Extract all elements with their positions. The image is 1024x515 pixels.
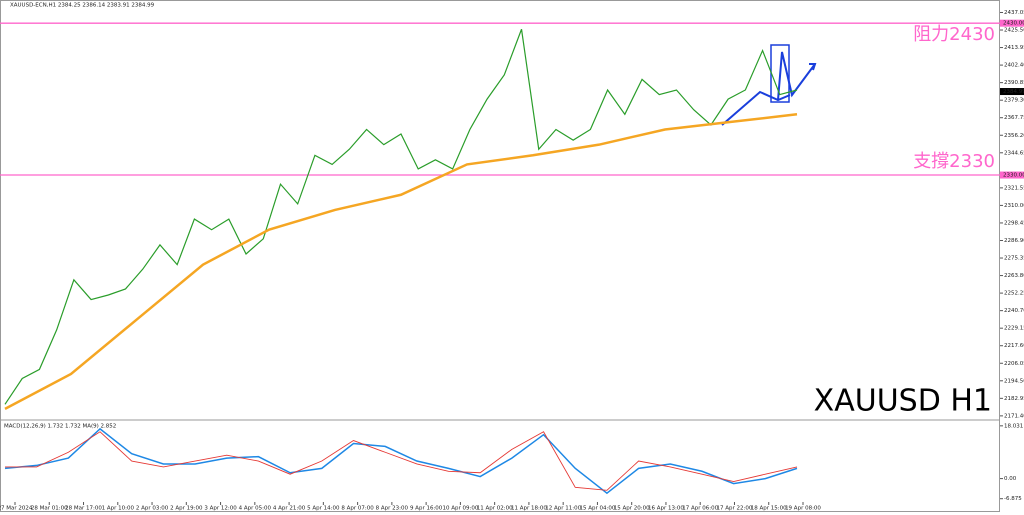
x-tick-label: 4 Apr 21:00 xyxy=(273,506,306,512)
macd-label: MACD(12,26,9) 1.732 1.732 MA(9) 2.852 xyxy=(4,424,116,430)
y-tick-label: 2229.15 xyxy=(1004,326,1024,332)
y-tick-label: 2356.20 xyxy=(1004,133,1024,139)
y-tick-label: 2263.80 xyxy=(1004,273,1024,279)
resistance-label: 阻力2430 xyxy=(913,24,995,45)
y-tick-label: 2286.90 xyxy=(1004,238,1024,244)
y-tick-label: 2240.70 xyxy=(1004,308,1024,314)
x-tick-label: 8 Apr 23:00 xyxy=(376,506,409,512)
price-tag xyxy=(1000,88,1024,96)
y-tick-label: 2252.25 xyxy=(1004,291,1024,297)
x-tick-label: 19 Apr 08:00 xyxy=(785,506,821,512)
x-tick-label: 4 Apr 05:00 xyxy=(239,506,272,512)
macd-line xyxy=(5,431,798,491)
x-tick-label: 28 Mar 01:00 xyxy=(31,506,68,512)
x-tick-label: 12 Apr 11:00 xyxy=(545,506,581,512)
y-tick-label: 2217.60 xyxy=(1004,343,1024,349)
price-line xyxy=(4,29,798,405)
x-tick-label: 2 Apr 03:00 xyxy=(136,506,169,512)
x-tick-label: 2 Apr 19:00 xyxy=(170,506,203,512)
y-tick-label: -6.875 xyxy=(1004,496,1022,502)
x-tick-label: 18 Apr 15:00 xyxy=(751,506,787,512)
frame xyxy=(0,0,1000,512)
support-label: 支撐2330 xyxy=(913,151,995,172)
level-tag xyxy=(1000,19,1024,27)
x-tick-label: 10 Apr 09:00 xyxy=(442,506,478,512)
y-tick-label: 2206.05 xyxy=(1004,361,1024,367)
level-tag-label: 2430.00 xyxy=(1003,21,1024,27)
x-tick-label: 17 Apr 22:00 xyxy=(717,506,753,512)
symbol-label: XAUUSD H1 xyxy=(814,384,992,419)
x-tick-label: 11 Apr 02:00 xyxy=(477,506,513,512)
y-tick-label: 2275.35 xyxy=(1004,256,1024,262)
x-tick-label: 8 Apr 07:00 xyxy=(341,506,374,512)
x-tick-label: 28 Mar 17:00 xyxy=(65,506,102,512)
x-tick-label: 15 Apr 04:00 xyxy=(579,506,615,512)
y-tick-label: 2344.65 xyxy=(1004,150,1024,156)
x-tick-label: 16 Apr 13:00 xyxy=(648,506,684,512)
y-tick-label: 18.031 xyxy=(1004,423,1023,429)
x-tick-label: 11 Apr 18:00 xyxy=(511,506,547,512)
y-tick-label: 2425.50 xyxy=(1004,28,1024,34)
y-tick-label: 0.00 xyxy=(1004,476,1017,482)
y-tick-label: 2171.40 xyxy=(1004,413,1024,419)
x-tick-label: 5 Apr 14:00 xyxy=(307,506,340,512)
y-tick-label: 2321.55 xyxy=(1004,185,1024,191)
level-tag-label: 2330.00 xyxy=(1003,173,1024,179)
macd-line xyxy=(4,427,798,495)
moving-average xyxy=(4,113,798,410)
level-tag xyxy=(1000,171,1024,179)
y-tick-label: 2413.95 xyxy=(1004,45,1024,51)
header: XAUUSD-ECN,H1 2384.25 2386.14 2383.91 23… xyxy=(10,3,155,9)
x-tick-label: 27 Mar 2024 xyxy=(0,506,33,512)
y-tick-label: 2437.05 xyxy=(1004,10,1024,16)
price-tag-label: 2384.99 xyxy=(1003,89,1024,95)
y-tick-label: 2298.45 xyxy=(1004,220,1024,226)
y-tick-label: 2390.85 xyxy=(1004,80,1024,86)
x-tick-label: 17 Apr 06:00 xyxy=(682,506,718,512)
y-tick-label: 2402.40 xyxy=(1004,63,1024,69)
x-tick-label: 9 Apr 16:00 xyxy=(410,506,443,512)
annotation-arrows xyxy=(721,44,817,126)
y-tick-label: 2367.75 xyxy=(1004,115,1024,121)
x-tick-label: 1 Apr 10:00 xyxy=(102,506,135,512)
y-tick-label: 2194.50 xyxy=(1004,378,1024,384)
x-tick-label: 3 Apr 12:00 xyxy=(204,506,237,512)
y-tick-label: 2379.30 xyxy=(1004,98,1024,104)
x-tick-label: 15 Apr 20:00 xyxy=(614,506,650,512)
y-tick-label: 2182.95 xyxy=(1004,396,1024,402)
y-tick-label: 2310.00 xyxy=(1004,203,1024,209)
